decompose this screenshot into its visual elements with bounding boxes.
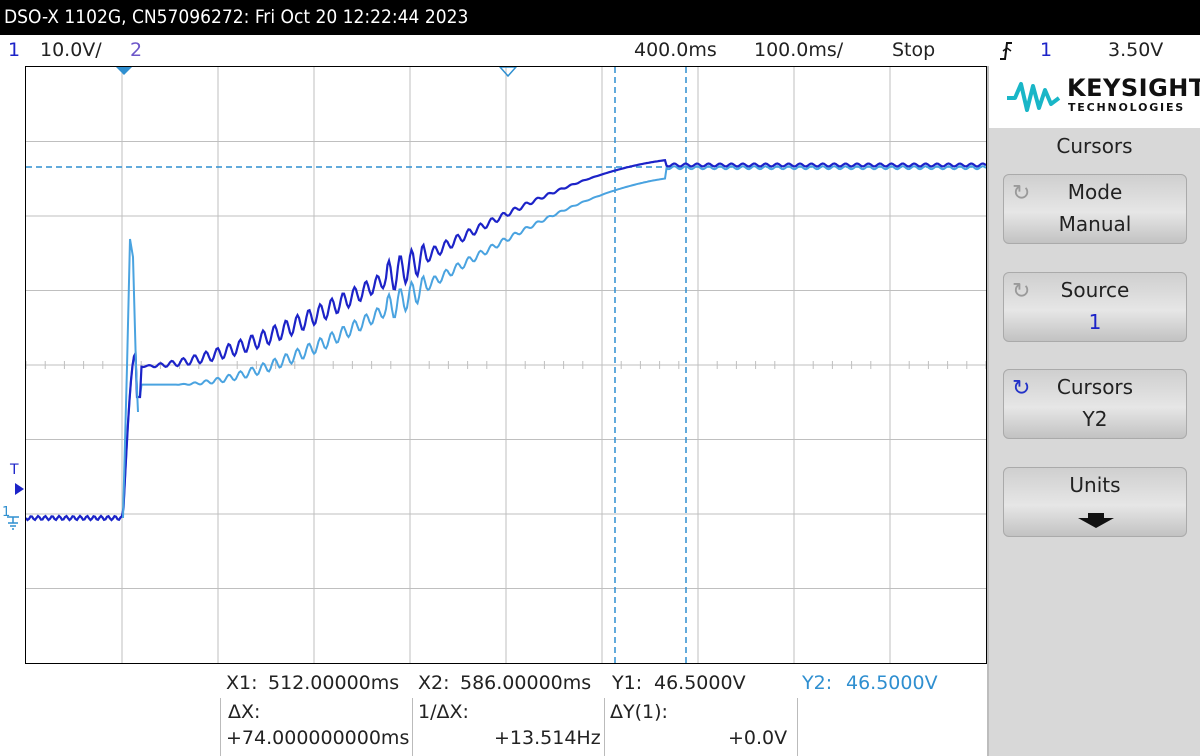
trigger-marker: T <box>10 462 19 478</box>
source-value: 1 <box>1088 310 1102 334</box>
trigger-edge-icon <box>998 35 1014 65</box>
delta-y-value: +0.0V <box>728 727 788 749</box>
cursors-softkey[interactable]: ↻ Cursors Y2 <box>1003 369 1187 439</box>
mode-value: Manual <box>1058 212 1132 236</box>
window-title: DSO-X 1102G, CN57096272: Fri Oct 20 12:2… <box>0 0 1200 35</box>
y1-value: 46.5000V <box>654 672 746 694</box>
submenu-down-arrow-icon <box>1076 510 1116 534</box>
cursor-readout: X1: 512.00000ms X2: 586.00000ms Y1: 46.5… <box>0 664 987 756</box>
units-label: Units <box>1069 473 1121 497</box>
menu-title: Cursors <box>1056 134 1133 158</box>
cursors-label: Cursors <box>1056 375 1134 399</box>
brand-logo: KEYSIGHT TECHNOLOGIES <box>989 66 1200 128</box>
delta-y-label: ΔY(1): <box>610 701 668 723</box>
brand-name: KEYSIGHT <box>1067 74 1200 102</box>
mode-label: Mode <box>1067 180 1123 204</box>
x2-value: 586.00000ms <box>460 672 592 694</box>
source-softkey[interactable]: ↻ Source 1 <box>1003 272 1187 342</box>
mode-softkey[interactable]: ↻ Mode Manual <box>1003 174 1187 244</box>
inverse-delta-x-label: 1/ΔX: <box>418 701 469 723</box>
cursors-value: Y2 <box>1082 407 1108 431</box>
channel-2-number[interactable]: 2 <box>130 39 143 61</box>
keysight-wave-icon <box>1007 82 1061 112</box>
entry-knob-icon: ↻ <box>1012 181 1031 206</box>
top-markers <box>116 67 518 78</box>
x1-label: X1: <box>226 672 258 694</box>
softkey-panel: KEYSIGHT TECHNOLOGIES Cursors ↻ Mode Man… <box>987 66 1200 756</box>
time-offset[interactable]: 400.0ms <box>634 39 717 61</box>
trigger-source[interactable]: 1 <box>1040 39 1053 61</box>
trigger-level-arrow-icon <box>15 483 24 495</box>
channel-1-scale[interactable]: 10.0V/ <box>40 39 102 61</box>
ground-icon <box>5 515 21 537</box>
units-softkey[interactable]: Units <box>1003 467 1187 537</box>
y2-value: 46.5000V <box>846 672 938 694</box>
delta-x-label: ΔX: <box>228 701 261 723</box>
waveform-canvas[interactable] <box>26 67 986 663</box>
trigger-level[interactable]: 3.50V <box>1108 39 1164 61</box>
entry-knob-icon: ↻ <box>1012 279 1031 304</box>
time-scale[interactable]: 100.0ms/ <box>754 39 844 61</box>
source-label: Source <box>1060 278 1130 302</box>
brand-subtitle: TECHNOLOGIES <box>1068 101 1185 114</box>
x1-value: 512.00000ms <box>268 672 400 694</box>
y1-label: Y1: <box>612 672 643 694</box>
y2-label: Y2: <box>802 672 833 694</box>
graticule <box>26 67 986 663</box>
inverse-delta-x-value: +13.514Hz <box>494 727 601 749</box>
entry-knob-active-icon: ↻ <box>1012 376 1031 401</box>
status-bar: 1 10.0V/ 2 400.0ms 100.0ms/ Stop 1 3.50V <box>0 35 1200 65</box>
delta-x-value: +74.000000000ms <box>226 727 410 749</box>
channel-1-number[interactable]: 1 <box>8 39 21 61</box>
channel-1-trace <box>26 158 986 522</box>
x2-label: X2: <box>418 672 450 694</box>
waveform-display[interactable] <box>25 66 987 664</box>
channel-2-trace <box>26 165 986 522</box>
run-state[interactable]: Stop <box>892 39 936 61</box>
ground-marker: 1 <box>2 505 11 520</box>
